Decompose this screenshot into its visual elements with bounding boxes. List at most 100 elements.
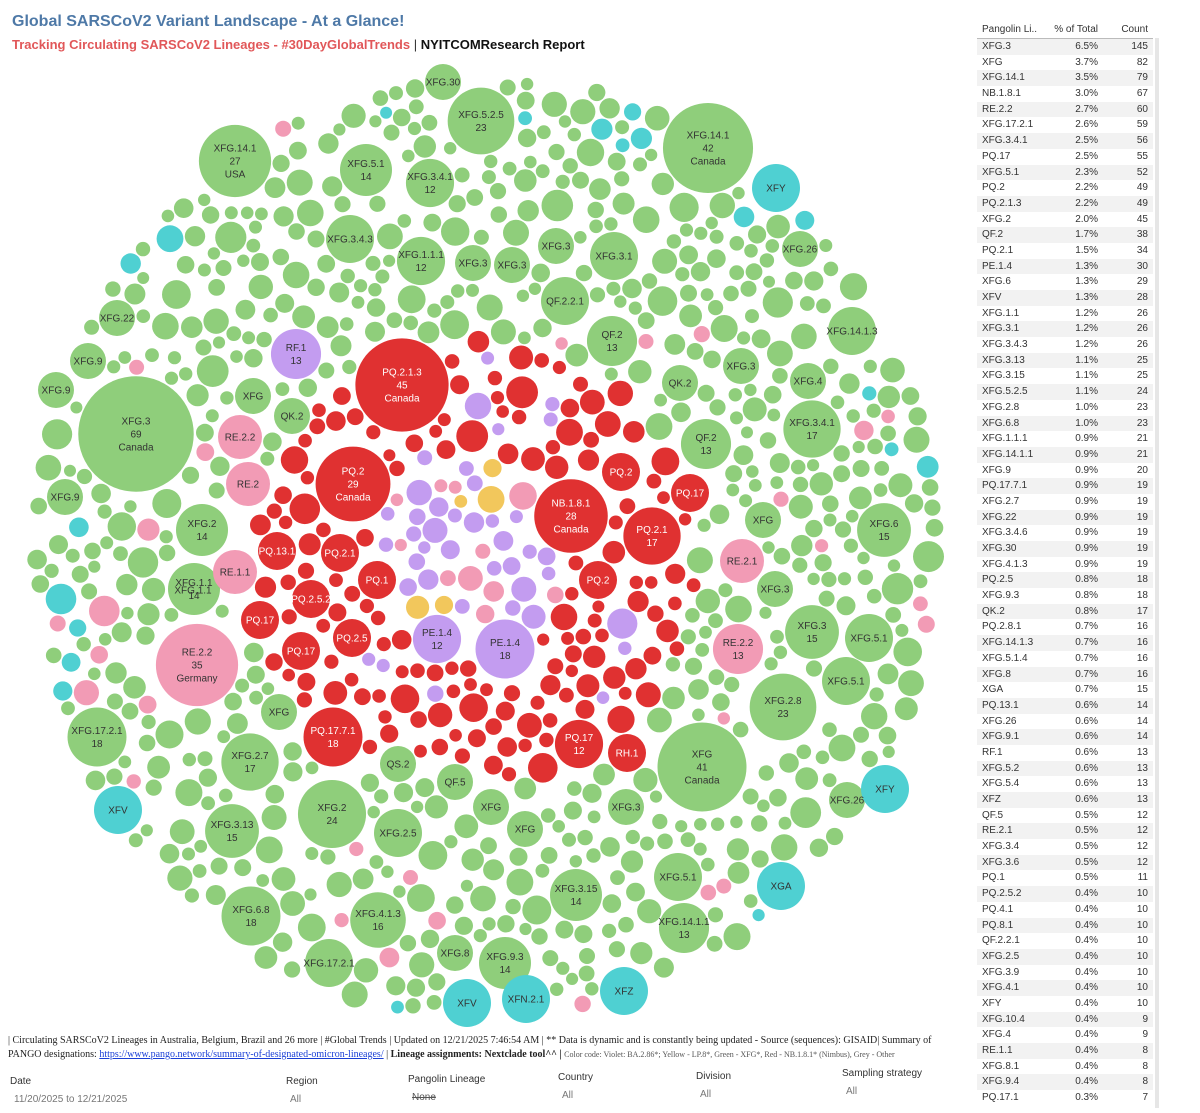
table-row[interactable]: RE.2.1 0.5% 12 [977,823,1153,840]
bubble-filler[interactable] [589,178,611,200]
bubble-filler[interactable] [459,693,488,722]
bubble-filler[interactable] [255,836,283,864]
bubble-filler[interactable] [867,438,883,455]
bubble-filler[interactable] [727,861,750,884]
table-row[interactable]: XFG.4 0.4% 9 [977,1027,1153,1043]
bubble-filler[interactable] [370,610,386,626]
bubble-filler[interactable] [85,770,106,791]
bubble-filler[interactable] [97,504,112,519]
bubble-filler[interactable] [121,702,139,720]
bubble-filler[interactable] [853,726,869,743]
bubble-filler[interactable] [440,310,469,340]
bubble-filler[interactable] [393,885,406,898]
bubble-filler[interactable] [615,138,630,153]
bubble-filler[interactable] [709,192,735,219]
bubble-filler[interactable] [316,316,339,338]
bubble-green[interactable] [478,936,532,990]
bubble-filler[interactable] [562,832,576,847]
bubble-filler[interactable] [545,397,560,412]
bubble-filler[interactable] [326,871,352,898]
bubble-filler[interactable] [657,491,670,504]
bubble-filler[interactable] [284,961,301,978]
bubble-filler[interactable] [124,500,137,513]
table-row[interactable]: PQ.2.5 0.8% 18 [977,572,1153,589]
bubble-filler[interactable] [473,929,487,943]
bubble-filler[interactable] [708,613,723,629]
bubble-filler[interactable] [913,596,928,612]
bubble-filler[interactable] [679,304,702,328]
lineage-table[interactable]: Pangolin Li.. % of Total Count XFG.3 6.5%… [977,22,1153,1106]
bubble-filler[interactable] [573,376,588,392]
bubble-filler[interactable] [705,216,718,230]
bubble-filler[interactable] [194,839,208,853]
bubble-filler[interactable] [503,219,529,246]
bubble-filler[interactable] [516,289,530,302]
bubble-filler[interactable] [647,286,678,316]
bubble-red[interactable] [608,734,646,772]
bubble-filler[interactable] [250,514,271,536]
bubble-filler[interactable] [88,667,101,681]
bubble-filler[interactable] [234,859,252,877]
bubble-filler[interactable] [246,665,265,684]
bubble-filler[interactable] [196,443,215,461]
bubble-filler[interactable] [329,573,343,587]
bubble-filler[interactable] [843,538,859,553]
bubble-filler[interactable] [712,693,730,711]
bubble-filler[interactable] [913,574,928,589]
bubble-filler[interactable] [575,699,595,719]
bubble-filler[interactable] [137,518,160,541]
bubble-filler[interactable] [446,896,464,914]
bubble-filler[interactable] [628,301,642,315]
bubble-filler[interactable] [167,351,182,365]
bubble-filler[interactable] [246,238,261,253]
bubble-filler[interactable] [725,595,752,623]
bubble-filler[interactable] [69,619,87,637]
bubble-filler[interactable] [759,432,777,449]
bubble-filler[interactable] [448,195,466,213]
bubble-filler[interactable] [451,284,465,298]
bubble-filler[interactable] [490,319,516,345]
bubble-filler[interactable] [289,493,321,525]
bubble-filler[interactable] [770,629,784,644]
bubble-filler[interactable] [215,260,232,276]
table-row[interactable]: PQ.4.1 0.4% 10 [977,902,1153,918]
table-row[interactable]: XFG.3.4 0.5% 12 [977,839,1153,855]
bubble-filler[interactable] [344,585,361,602]
bubble-filler[interactable] [192,864,207,878]
bubble-filler[interactable] [403,315,419,331]
bubble-filler[interactable] [207,247,221,260]
bubble-filler[interactable] [173,198,194,218]
bubble-green[interactable] [350,892,406,948]
bubble-filler[interactable] [266,503,282,519]
bubble-filler[interactable] [490,206,507,223]
bubble-filler[interactable] [437,413,451,427]
table-row[interactable]: XFG.17.2.1 2.6% 59 [977,117,1153,133]
table-row[interactable]: XFG.2 2.0% 45 [977,212,1153,228]
table-row[interactable]: XFG.3.9 0.4% 10 [977,965,1153,981]
bubble-filler[interactable] [671,402,691,423]
bubble-filler[interactable] [414,744,427,758]
bubble-filler[interactable] [585,982,599,996]
bubble-red[interactable] [292,580,330,618]
bubble-filler[interactable] [224,206,238,220]
table-row[interactable]: XFG.5.4 0.6% 13 [977,776,1153,792]
bubble-filler[interactable] [622,278,642,299]
bubble-filler[interactable] [645,413,673,440]
bubble-filler[interactable] [568,555,584,571]
bubble-filler[interactable] [312,403,326,418]
bubble-filler[interactable] [237,254,250,267]
bubble-filler[interactable] [697,518,711,532]
bubble-filler[interactable] [646,473,662,489]
table-row[interactable]: QF.2 1.7% 38 [977,227,1153,243]
bubble-filler[interactable] [830,395,845,410]
bubble-filler[interactable] [511,409,527,425]
bubble-filler[interactable] [376,637,391,652]
bubble-filler[interactable] [904,494,924,513]
bubble-filler[interactable] [769,788,787,807]
table-row[interactable]: PQ.2.1 1.5% 34 [977,243,1153,259]
bubble-green[interactable] [305,939,353,987]
bubble-filler[interactable] [118,755,132,769]
bubble-filler[interactable] [795,210,815,230]
bubble-green[interactable] [198,124,272,198]
bubble-filler[interactable] [215,604,229,618]
